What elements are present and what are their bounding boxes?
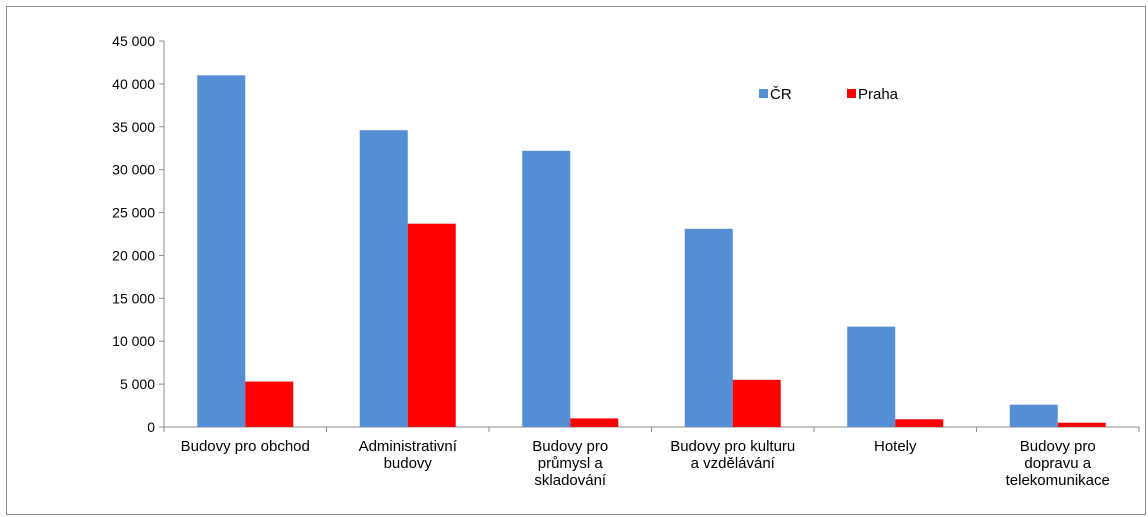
y-tick-label: 20 000	[112, 247, 155, 263]
bar-praha	[570, 418, 619, 427]
legend-label: ČR	[770, 86, 792, 103]
bar-cr	[359, 130, 408, 427]
bar-cr	[1009, 404, 1058, 427]
y-tick-label: 25 000	[112, 205, 155, 221]
bar-cr	[197, 75, 246, 428]
bar-praha	[895, 419, 944, 427]
legend-swatch	[847, 89, 856, 98]
y-tick-label: 5 000	[120, 376, 155, 392]
bar-praha	[245, 381, 294, 427]
x-category-label: Administrativní budovy	[359, 438, 458, 472]
y-tick-label: 40 000	[112, 76, 155, 92]
x-category-label-line: a vzdělávání	[691, 455, 776, 472]
legend-label: Praha	[858, 86, 899, 103]
x-category-label-line: Budovy pro kulturu	[670, 438, 795, 455]
x-category-label: Hotely	[874, 438, 917, 455]
chart-frame: 0 5 000 10 000 15 000 20 000 25 000 30 000 35 0…	[6, 6, 1146, 515]
x-category-label: Budovy pro obchod	[181, 438, 310, 455]
x-category-label-line: Budovy pro	[532, 438, 608, 455]
x-category-label-line: skladování	[534, 472, 607, 489]
y-tick-label: 45 000	[112, 33, 155, 49]
y-tick-label: 10 000	[112, 333, 155, 349]
bar-cr	[522, 150, 571, 427]
x-category-label-line: Budovy pro obchod	[181, 438, 310, 455]
bar-praha	[407, 223, 456, 427]
bar-cr	[847, 326, 896, 427]
x-category-label-line: průmysl a	[538, 455, 604, 472]
bars-group	[197, 75, 1106, 428]
y-tick-label: 15 000	[112, 290, 155, 306]
legend: ČR Praha	[759, 86, 899, 103]
bar-praha	[1057, 422, 1106, 427]
x-category-label-line: dopravu a	[1024, 455, 1091, 472]
x-category-label-line: budovy	[384, 455, 433, 472]
legend-swatch	[759, 89, 768, 98]
x-category-label-line: telekomunikace	[1006, 472, 1110, 489]
x-category-label: Budovy pro dopravu a telekomunikace	[1006, 438, 1110, 489]
x-category-label-line: Hotely	[874, 438, 917, 455]
x-axis: Budovy pro obchod Administrativní budovy Bu…	[163, 426, 1140, 489]
x-category-label: Budovy pro průmysl a skladování	[532, 438, 608, 489]
y-tick-label: 0	[147, 419, 155, 435]
bar-chart: 0 5 000 10 000 15 000 20 000 25 000 30 000 35 0…	[112, 33, 1140, 489]
x-category-label-line: Budovy pro	[1020, 438, 1096, 455]
x-category-label: Budovy pro kulturu a vzdělávání	[670, 438, 795, 472]
y-tick-label: 35 000	[112, 119, 155, 135]
x-category-label-line: Administrativní	[359, 438, 458, 455]
bar-praha	[732, 379, 781, 427]
y-tick-label: 30 000	[112, 162, 155, 178]
bar-cr	[684, 228, 733, 427]
y-axis: 0 5 000 10 000 15 000 20 000 25 000 30 000 35 0…	[112, 33, 165, 435]
